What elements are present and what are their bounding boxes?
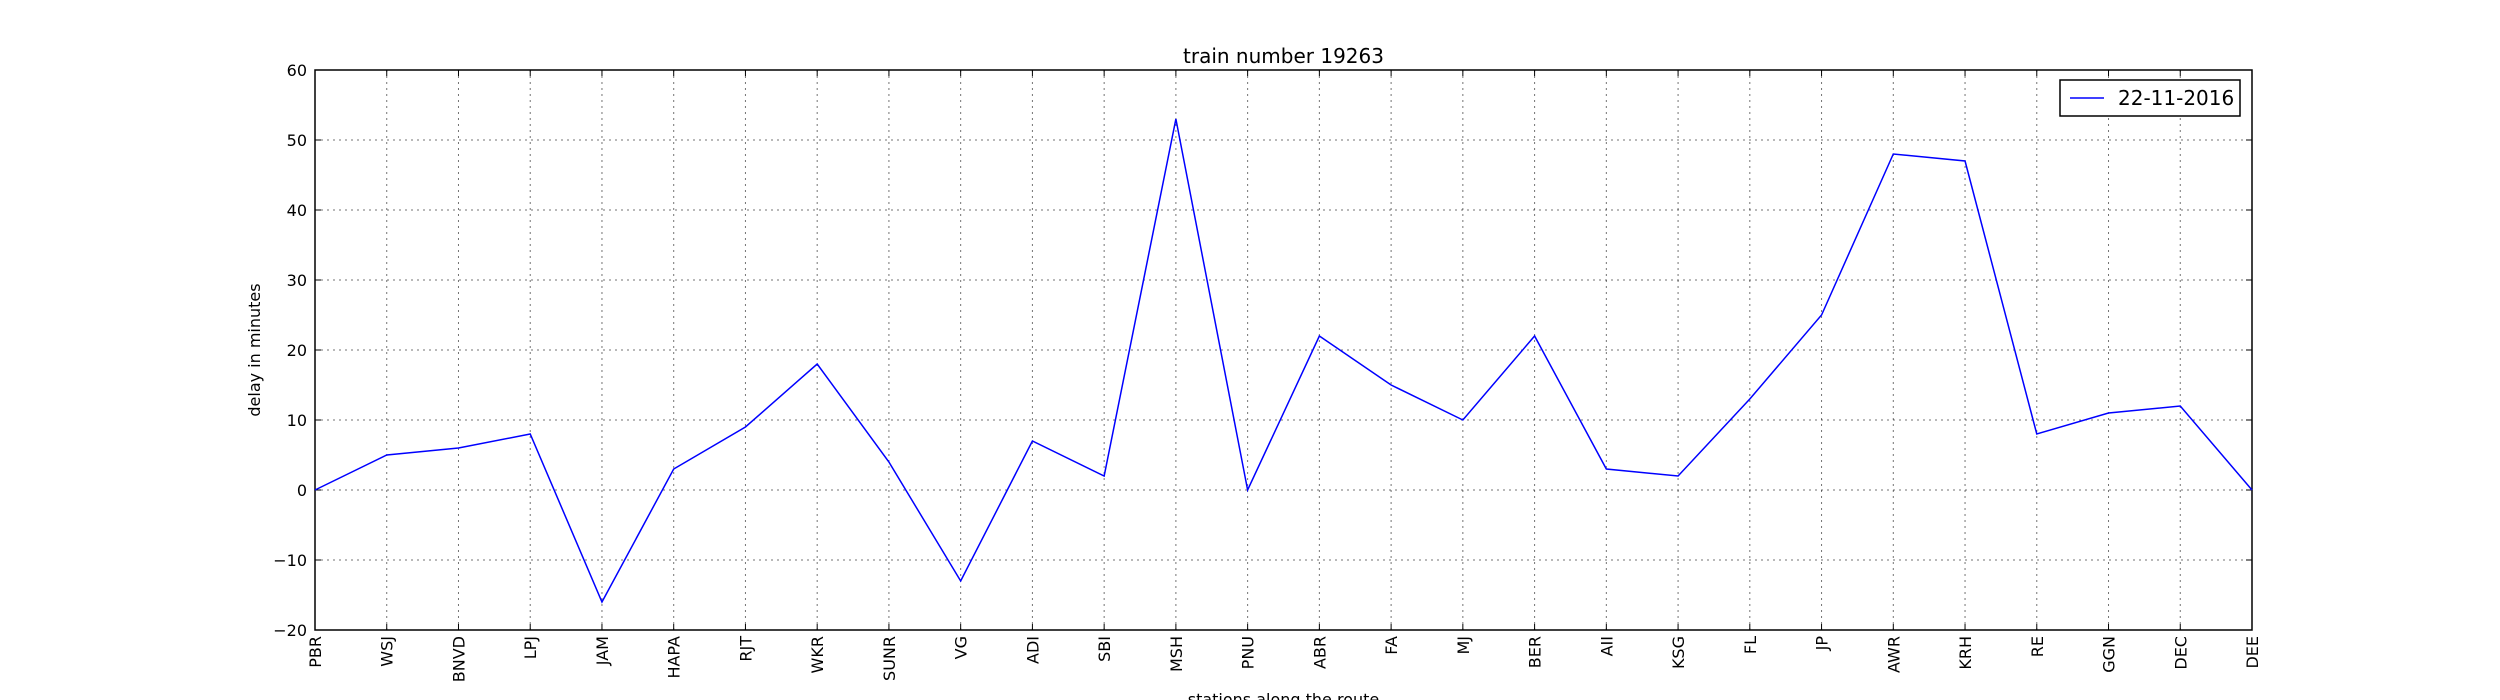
x-tick-label: WKR	[808, 636, 827, 673]
data-point	[816, 363, 818, 365]
x-tick-label: MSH	[1167, 636, 1186, 672]
legend-series-label: 22-11-2016	[2118, 86, 2234, 110]
data-point	[888, 461, 890, 463]
x-tick-label: LPJ	[521, 636, 540, 659]
series-line-0	[314, 118, 2253, 604]
data-point	[1031, 440, 1033, 442]
data-point	[529, 433, 531, 435]
x-tick-label: SBI	[1095, 636, 1114, 662]
x-tick-label: BNVD	[449, 636, 468, 682]
x-tick-label: KSG	[1669, 636, 1688, 669]
y-tick-label: 50	[287, 131, 307, 150]
y-tick-label: 10	[287, 411, 307, 430]
x-tick-label: DEE	[2243, 636, 2262, 669]
plot-area	[314, 69, 2253, 631]
data-point	[1103, 475, 1105, 477]
x-tick-label: AWR	[1884, 636, 1903, 673]
data-point	[601, 601, 603, 603]
x-tick-label: VG	[952, 636, 971, 659]
grid-layer	[315, 70, 2252, 630]
data-point	[314, 489, 316, 491]
x-tick-label: FA	[1382, 636, 1401, 655]
x-tick-label: ABR	[1310, 636, 1329, 669]
x-tick-label: PBR	[306, 636, 325, 668]
data-point	[1390, 384, 1392, 386]
x-tick-label: AII	[1597, 636, 1616, 656]
ticks-layer: PBR WSJ BNVD LPJ JAM HAPA RJT WKR SUNR VG ADI SBI MS…	[273, 61, 2262, 682]
data-point	[1605, 468, 1607, 470]
x-tick-label: JAM	[593, 636, 612, 666]
x-tick-label: MJ	[1454, 636, 1473, 655]
x-tick-label: RE	[2028, 636, 2047, 657]
y-tick-label: 60	[287, 61, 307, 80]
data-point	[959, 580, 961, 582]
data-point	[1318, 335, 1320, 337]
y-tick-label: −10	[273, 551, 307, 570]
data-point	[673, 468, 675, 470]
data-point	[1964, 160, 1966, 162]
data-point	[2107, 412, 2109, 414]
x-tick-label: SUNR	[880, 636, 899, 681]
data-point	[1175, 118, 1177, 120]
y-axis-label: delay in minutes	[245, 283, 264, 416]
x-tick-label: BER	[1526, 636, 1545, 668]
x-tick-label: GGN	[2100, 636, 2119, 673]
x-tick-label: JP	[1813, 636, 1832, 652]
data-point	[1892, 153, 1894, 155]
x-tick-label: WSJ	[378, 636, 397, 667]
data-point	[1749, 398, 1751, 400]
x-tick-label: HAPA	[665, 636, 684, 679]
y-tick-label: 0	[297, 481, 307, 500]
x-tick-label: DEC	[2171, 636, 2190, 670]
data-point	[2036, 433, 2038, 435]
x-tick-label: FL	[1741, 636, 1760, 654]
x-axis-label: stations along the route	[1188, 690, 1380, 700]
y-tick-label: −20	[273, 621, 307, 640]
data-point	[1820, 314, 1822, 316]
data-point	[1677, 475, 1679, 477]
data-point	[2179, 405, 2181, 407]
legend: 22-11-2016	[2059, 79, 2241, 117]
data-point	[1246, 489, 1248, 491]
y-tick-label: 30	[287, 271, 307, 290]
y-tick-label: 20	[287, 341, 307, 360]
data-point	[2251, 489, 2253, 491]
data-point	[457, 447, 459, 449]
data-point	[1462, 419, 1464, 421]
x-tick-label: RJT	[736, 636, 755, 662]
data-point	[744, 426, 746, 428]
x-tick-label: KRH	[1956, 636, 1975, 670]
data-point	[386, 454, 388, 456]
data-point	[1533, 335, 1535, 337]
x-tick-label: ADI	[1023, 636, 1042, 664]
x-tick-label: PNU	[1239, 636, 1258, 669]
series-layer	[314, 118, 2253, 604]
chart-title: train number 19263	[1183, 44, 1384, 68]
y-tick-label: 40	[287, 201, 307, 220]
